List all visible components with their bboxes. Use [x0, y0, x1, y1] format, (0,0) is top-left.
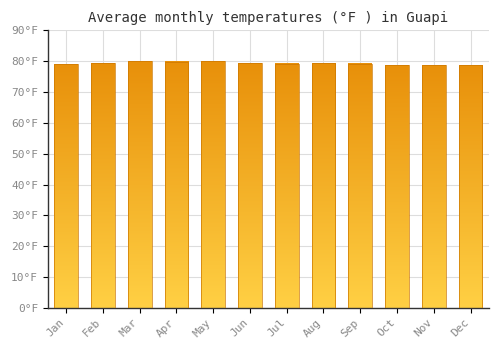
Bar — [348, 64, 372, 308]
Bar — [164, 62, 188, 308]
Bar — [91, 63, 115, 308]
Bar — [202, 61, 225, 308]
Bar — [238, 63, 262, 308]
Bar — [422, 65, 446, 308]
Bar — [275, 64, 298, 308]
Bar — [128, 61, 152, 308]
Bar — [312, 63, 336, 308]
Bar — [458, 65, 482, 308]
Bar — [385, 65, 409, 308]
Bar — [54, 64, 78, 308]
Title: Average monthly temperatures (°F ) in Guapi: Average monthly temperatures (°F ) in Gu… — [88, 11, 448, 25]
